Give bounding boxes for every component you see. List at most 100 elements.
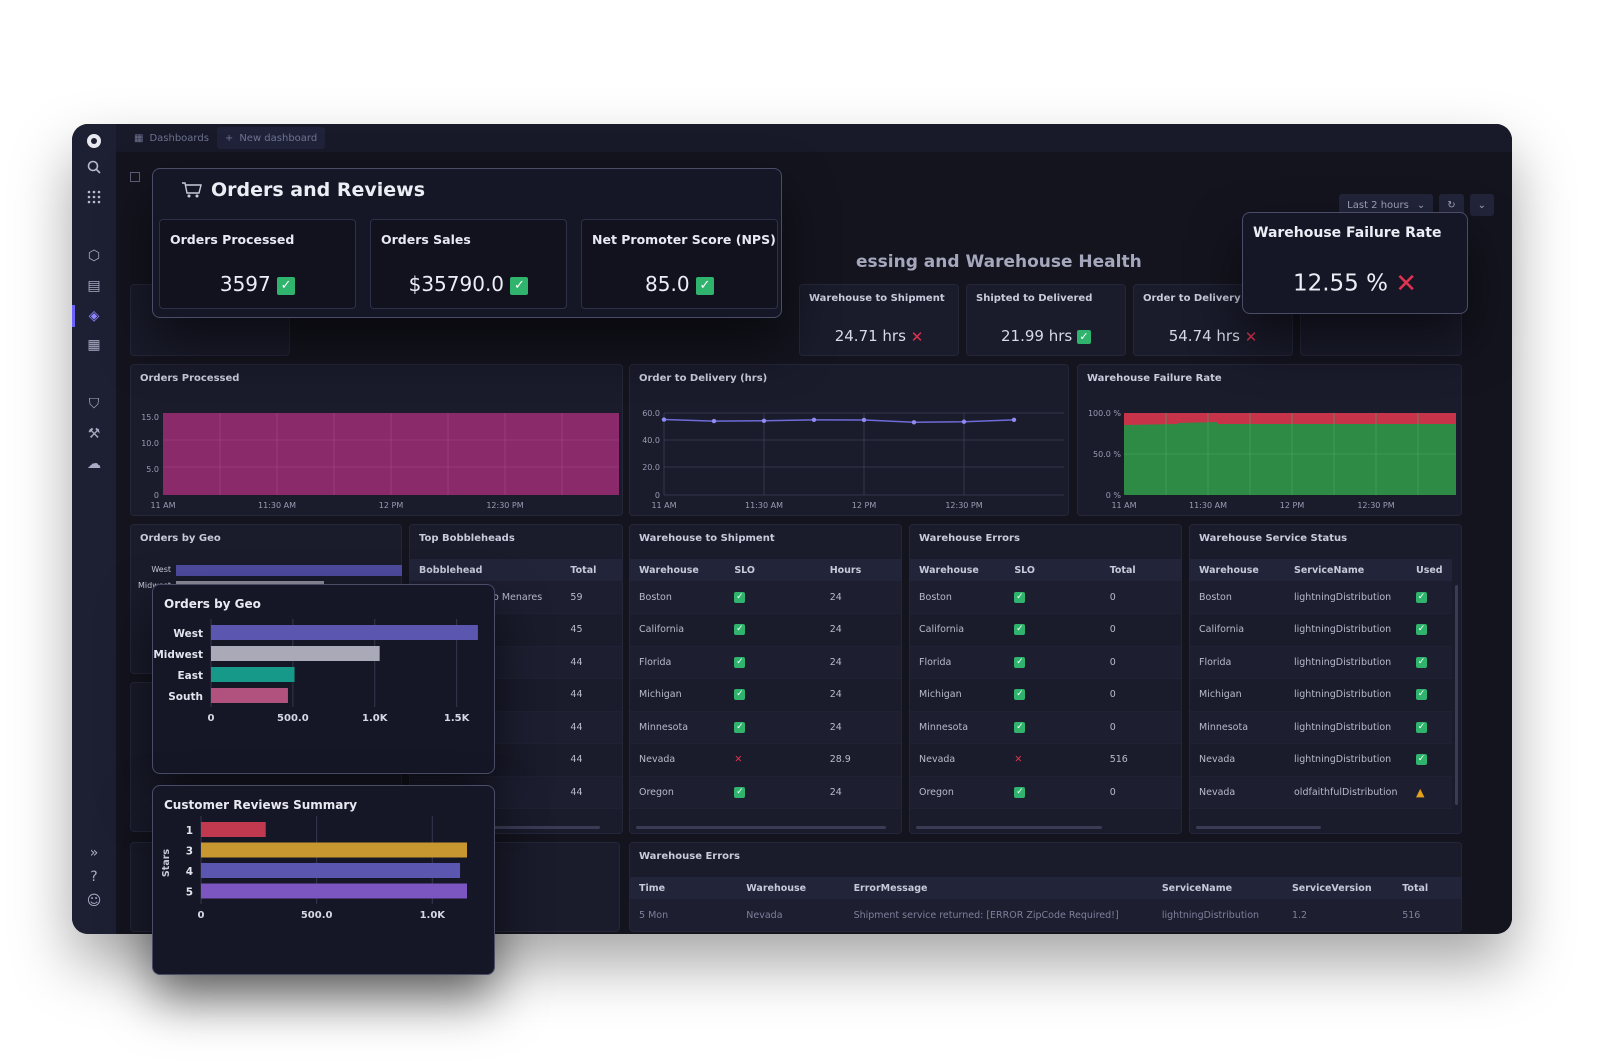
apps-grid-icon[interactable] [83, 186, 105, 208]
vertical-scrollbar[interactable] [1455, 585, 1458, 805]
table-row[interactable]: Nevada ✕ 516 [910, 743, 1181, 777]
search-icon[interactable] [83, 156, 105, 178]
check-icon: ✓ [1076, 329, 1091, 344]
table-row[interactable]: Nevada ✕ 28.9 [630, 743, 901, 777]
table-row[interactable]: California ✓ 0 [910, 613, 1181, 647]
refresh-button[interactable]: ↻ [1439, 194, 1464, 216]
data-point[interactable] [861, 417, 867, 423]
x-mark-icon: ✕ [910, 327, 924, 346]
bar-5[interactable] [201, 883, 467, 899]
chart-app-icon[interactable]: ▤ [87, 278, 101, 294]
y-tick: 5.0 [146, 465, 159, 474]
table-row[interactable]: Florida ✓ 24 [630, 646, 901, 679]
user-icon[interactable]: ☺ [86, 893, 102, 909]
expand-nav-icon[interactable]: » [89, 845, 99, 861]
table-cell: 24 [820, 613, 901, 647]
breadcrumb-dashboards[interactable]: ▦ Dashboards [126, 127, 217, 149]
dashboards-app-icon[interactable]: ◈ [88, 308, 100, 324]
table-row[interactable]: Boston lightningDistribution ✓ [1190, 581, 1452, 614]
column-header[interactable]: ServiceVersion [1282, 877, 1394, 899]
column-header[interactable]: Total [561, 559, 622, 581]
check-icon: ✓ [1014, 656, 1026, 668]
column-header[interactable]: Time [630, 877, 738, 899]
table-row[interactable]: Nevada oldfaithfulDistribution ▲ [1190, 776, 1452, 809]
timeframe-selector[interactable]: Last 2 hours ⌄ [1339, 194, 1434, 216]
hexagon-app-icon[interactable]: ⬡ [87, 248, 101, 264]
table-cell: lightningDistribution [1285, 711, 1407, 744]
table-row[interactable]: Michigan ✓ 24 [630, 678, 901, 712]
table-row[interactable]: Michigan ✓ 0 [910, 678, 1181, 712]
table-cell: 44 [561, 711, 622, 744]
table-row[interactable]: Nevada lightningDistribution ✓ [1190, 743, 1452, 777]
table-cell: Minnesota [910, 711, 1006, 744]
horizontal-scrollbar[interactable] [470, 826, 600, 829]
x-tick-label: 500.0 [277, 713, 309, 724]
category-label: East [177, 670, 203, 682]
table-row[interactable]: Minnesota ✓ 24 [630, 711, 901, 744]
horizontal-scrollbar[interactable] [1196, 826, 1321, 829]
cloud-app-icon[interactable]: ☁ [87, 456, 101, 472]
table-cell: 44 [561, 776, 622, 809]
column-header[interactable]: Hours [820, 559, 901, 581]
more-options-button[interactable]: ⌄ [1469, 194, 1494, 216]
bar-east[interactable] [211, 667, 295, 682]
column-header[interactable]: Used [1407, 559, 1452, 581]
data-point[interactable] [911, 420, 917, 425]
column-header[interactable]: SLO [725, 559, 821, 581]
bar-west[interactable] [211, 625, 478, 640]
table-row[interactable]: Minnesota ✓ 0 [910, 711, 1181, 744]
table-row[interactable]: Boston ✓ 0 [910, 581, 1181, 614]
table-row[interactable]: Oregon ✓ 24 [630, 776, 901, 809]
column-header[interactable]: Bobblehead [410, 559, 562, 581]
data-point[interactable] [711, 418, 717, 424]
shopping-cart-icon [182, 182, 202, 198]
bar-3[interactable] [201, 842, 467, 858]
table-row[interactable]: Minnesota lightningDistribution ✓ [1190, 711, 1452, 744]
column-header[interactable]: Warehouse [910, 559, 1006, 581]
table-row[interactable]: Oregon ✓ 0 [910, 776, 1181, 809]
tab-new-dashboard[interactable]: + New dashboard [216, 127, 326, 149]
horizontal-scrollbar[interactable] [636, 826, 886, 829]
category-label: 3 [186, 846, 193, 858]
bar-midwest[interactable] [211, 646, 380, 661]
table-cell: 5 Mon [630, 899, 738, 931]
column-header[interactable]: ServiceName [1152, 877, 1283, 899]
column-header[interactable]: Total [1393, 877, 1461, 899]
column-header[interactable]: Warehouse [630, 559, 726, 581]
data-point[interactable] [1011, 417, 1017, 423]
table-row[interactable]: California ✓ 24 [630, 613, 901, 647]
tools-app-icon[interactable]: ⚒ [87, 426, 101, 442]
shield-app-icon[interactable]: ⛉ [88, 396, 100, 412]
bar-4[interactable] [201, 863, 461, 878]
kpi-value: $35790.0 ✓ [371, 272, 566, 296]
overlay-title: Orders by Geo [164, 597, 261, 611]
column-header[interactable]: ServiceName [1285, 559, 1407, 581]
help-icon[interactable]: ? [90, 869, 98, 885]
table-row[interactable]: California lightningDistribution ✓ [1190, 613, 1452, 647]
check-icon: ✓ [695, 276, 714, 295]
table-row[interactable]: Florida ✓ 0 [910, 646, 1181, 679]
column-header[interactable]: SLO [1005, 559, 1101, 581]
bar-1[interactable] [201, 822, 266, 837]
overlay-title: Customer Reviews Summary [164, 798, 358, 812]
panel-toggle-icon[interactable] [130, 172, 140, 182]
kpi-orders-processed: Orders Processed 3597 ✓ [159, 219, 356, 309]
table-row[interactable]: 5 Mon Nevada Shipment service returned: [E… [630, 899, 1461, 931]
bar-south[interactable] [211, 688, 288, 703]
table-row[interactable]: Michigan lightningDistribution ✓ [1190, 678, 1452, 712]
data-point[interactable] [811, 417, 817, 423]
column-header[interactable]: Warehouse [737, 877, 845, 899]
table-row[interactable]: Boston ✓ 24 [630, 581, 901, 614]
app-logo-icon[interactable] [83, 130, 105, 152]
table-row[interactable]: Florida lightningDistribution ✓ [1190, 646, 1452, 679]
panel-orders-processed: Orders Processed 15.0 10.0 5.0 0 11 AM 1… [130, 364, 623, 516]
column-header[interactable]: Total [1100, 559, 1181, 581]
grid-app-icon[interactable]: ▦ [87, 337, 101, 353]
data-point[interactable] [761, 418, 767, 423]
horizontal-scrollbar[interactable] [916, 826, 1102, 829]
column-header[interactable]: ErrorMessage [844, 877, 1153, 899]
data-point[interactable] [961, 419, 967, 424]
data-point[interactable] [661, 417, 667, 422]
table-cell: lightningDistribution [1285, 743, 1407, 777]
column-header[interactable]: Warehouse [1190, 559, 1285, 581]
